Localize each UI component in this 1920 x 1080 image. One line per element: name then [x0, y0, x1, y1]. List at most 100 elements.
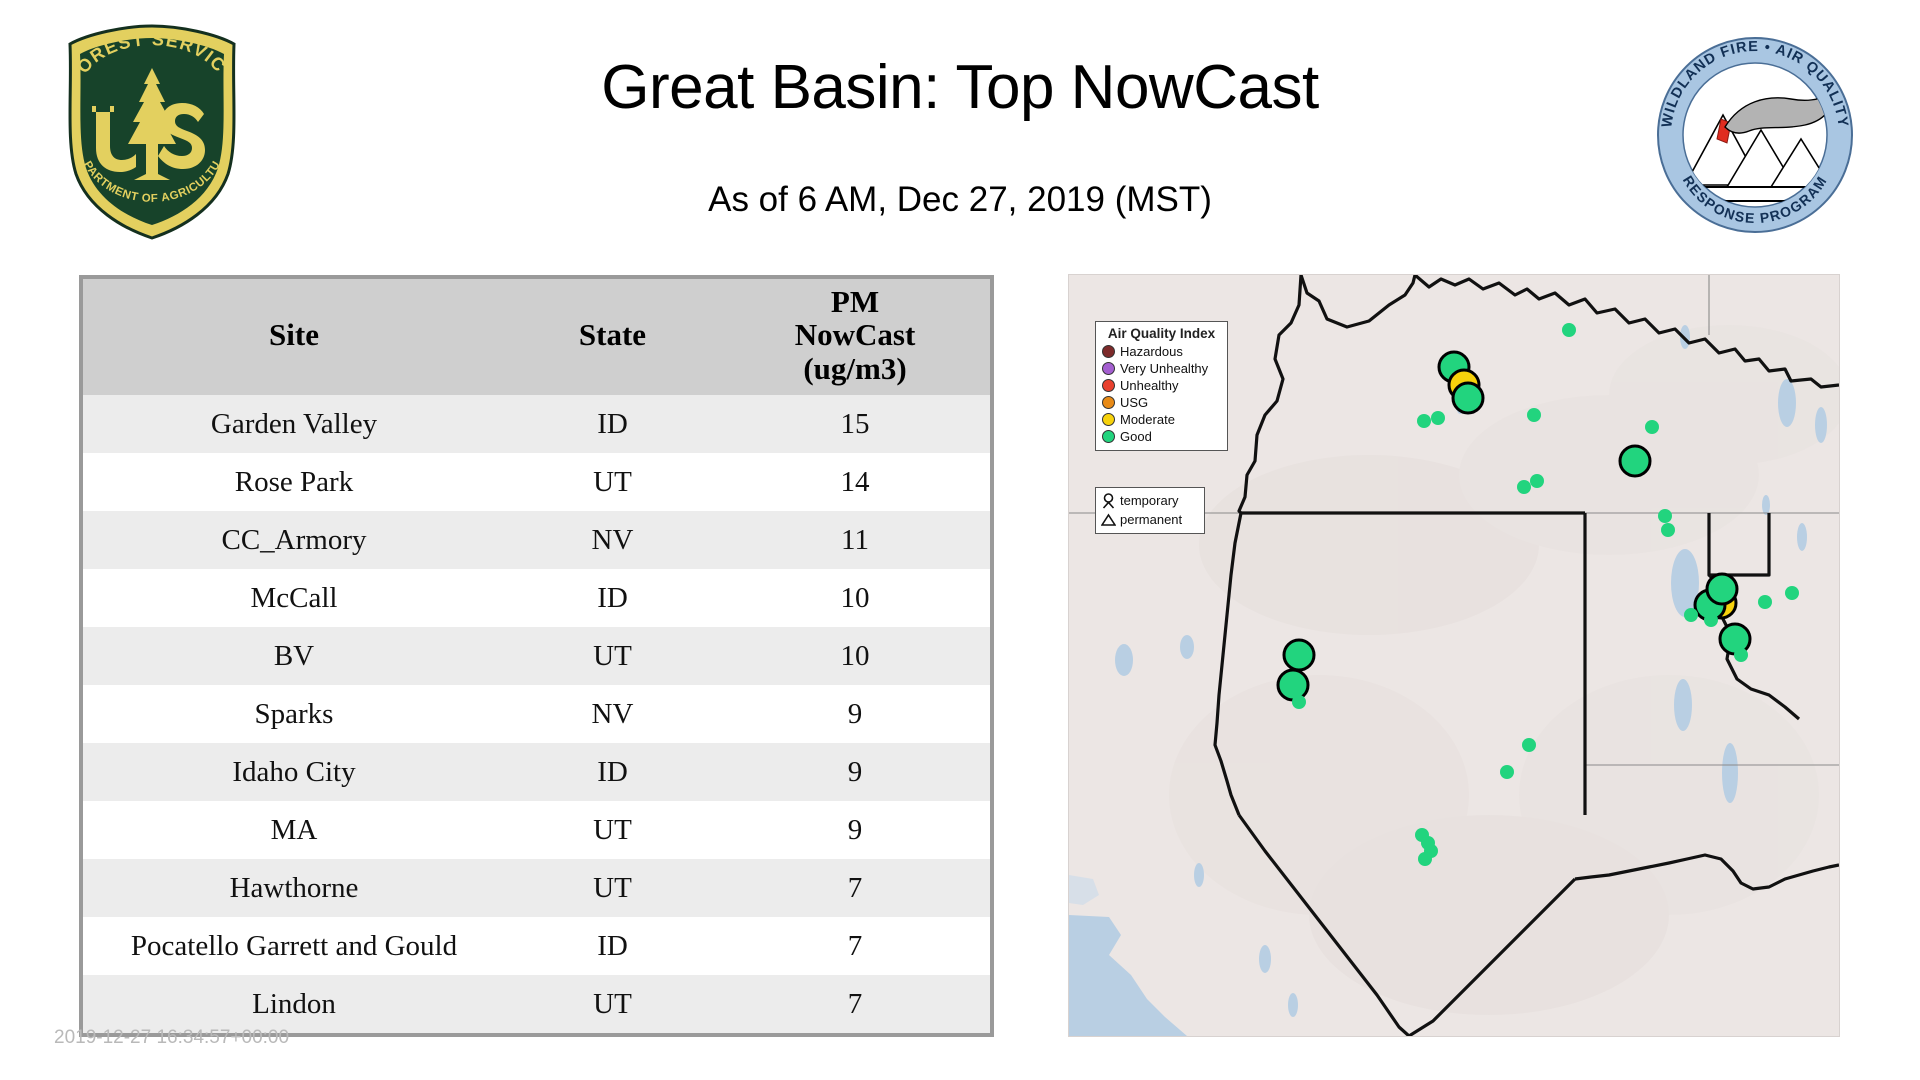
legend-label-permanent: permanent	[1120, 512, 1183, 527]
legend-label: Hazardous	[1120, 344, 1183, 359]
map-canvas	[1069, 275, 1839, 1036]
monitor-marker-minor-10[interactable]	[1684, 608, 1698, 622]
monitor-marker-idaho-city[interactable]	[1451, 381, 1485, 415]
monitor-marker-minor-11[interactable]	[1704, 613, 1718, 627]
air-quality-map[interactable]: Air Quality Index Hazardous Very Unhealth…	[1068, 274, 1840, 1037]
pm-header-line-2: NowCast	[794, 317, 916, 353]
cell-pm: 7	[720, 859, 990, 918]
legend-row-temporary: temporary	[1101, 491, 1199, 510]
table-body: Garden Valley ID 15 Rose Park UT 14 CC_Armory N…	[83, 395, 990, 1034]
legend-label-temporary: temporary	[1120, 493, 1179, 508]
legend-swatch-icon	[1102, 345, 1115, 358]
cell-pm: 9	[720, 801, 990, 860]
cell-site: BV	[83, 627, 505, 686]
monitor-marker-minor-21[interactable]	[1418, 852, 1432, 866]
monitor-marker-minor-9[interactable]	[1661, 523, 1675, 537]
cell-site: Sparks	[83, 685, 505, 744]
legend-swatch-icon	[1102, 379, 1115, 392]
monitor-marker-lindon[interactable]	[1718, 622, 1752, 656]
wfaqrp-logo: WILDLAND FIRE • AIR QUALITY RESPONSE PRO…	[1657, 37, 1853, 233]
column-header-site: Site	[83, 279, 505, 396]
monitor-marker-minor-4[interactable]	[1527, 408, 1541, 422]
monitor-marker-minor-6[interactable]	[1517, 480, 1531, 494]
legend-row-hazardous: Hazardous	[1102, 343, 1221, 360]
monitor-marker-minor-17[interactable]	[1500, 765, 1514, 779]
monitor-marker-minor-1[interactable]	[1562, 323, 1576, 337]
cell-site: Pocatello Garrett and Gould	[83, 917, 505, 976]
monitor-marker-minor-12[interactable]	[1734, 648, 1748, 662]
monitor-marker-pocatello[interactable]	[1618, 444, 1652, 478]
legend-row-unhealthy: Unhealthy	[1102, 377, 1221, 394]
monitor-marker-minor-13[interactable]	[1758, 595, 1772, 609]
state-boundaries	[1213, 275, 1839, 1036]
top-nowcast-table-container: Site State PM NowCast (ug/m3) Garden Val…	[79, 275, 994, 1038]
cell-state: UT	[505, 975, 720, 1034]
monitor-marker-minor-7[interactable]	[1530, 474, 1544, 488]
monitor-marker-minor-14[interactable]	[1785, 586, 1799, 600]
forest-service-logo: FOREST SERVICE DEPARTMENT OF AGRICULTURE	[52, 22, 236, 240]
table-header-row: Site State PM NowCast (ug/m3)	[83, 279, 990, 396]
cell-state: UT	[505, 801, 720, 860]
pm-header-line-3: (ug/m3)	[803, 350, 907, 386]
legend-row-moderate: Moderate	[1102, 411, 1221, 428]
cell-state: ID	[505, 743, 720, 802]
cell-state: ID	[505, 395, 720, 454]
table-row: Pocatello Garrett and Gould ID 7	[83, 917, 990, 976]
pm-header-line-1: PM	[830, 284, 880, 319]
column-header-state: State	[505, 279, 720, 396]
table-row: Hawthorne UT 7	[83, 859, 990, 918]
table-row: Lindon UT 7	[83, 975, 990, 1034]
cell-state: NV	[505, 511, 720, 570]
monitor-marker-minor-16[interactable]	[1522, 738, 1536, 752]
legend-label: USG	[1120, 395, 1149, 410]
monitor-marker-layer	[1276, 323, 1799, 866]
cell-pm: 14	[720, 453, 990, 512]
monitor-marker-cc-armory[interactable]	[1282, 638, 1316, 672]
table-row: Rose Park UT 14	[83, 453, 990, 512]
cell-state: UT	[505, 859, 720, 918]
legend-row-good: Good	[1102, 428, 1221, 445]
legend-row-usg: USG	[1102, 394, 1221, 411]
cell-state: NV	[505, 685, 720, 744]
monitor-marker-ma[interactable]	[1705, 572, 1739, 606]
cell-pm: 7	[720, 917, 990, 976]
monitor-marker-minor-15[interactable]	[1292, 695, 1306, 709]
cell-state: ID	[505, 917, 720, 976]
monitor-type-legend: temporary permanent	[1095, 487, 1205, 534]
table-row: Sparks NV 9	[83, 685, 990, 744]
monitor-marker-sparks[interactable]	[1276, 668, 1310, 702]
legend-row-very-unhealthy: Very Unhealthy	[1102, 360, 1221, 377]
pacific-ocean	[1069, 915, 1187, 1036]
cell-state: UT	[505, 627, 720, 686]
table-row: CC_Armory NV 11	[83, 511, 990, 570]
legend-swatch-icon	[1102, 362, 1115, 375]
coastal-water	[1069, 875, 1099, 905]
table-row: McCall ID 10	[83, 569, 990, 628]
legend-swatch-icon	[1102, 430, 1115, 443]
cell-site: Lindon	[83, 975, 505, 1034]
cell-pm: 7	[720, 975, 990, 1034]
monitor-marker-minor-2[interactable]	[1417, 414, 1431, 428]
legend-label: Moderate	[1120, 412, 1175, 427]
column-header-pm-nowcast: PM NowCast (ug/m3)	[720, 279, 990, 396]
table-row: Idaho City ID 9	[83, 743, 990, 802]
cell-pm: 15	[720, 395, 990, 454]
triangle-glyph	[1101, 513, 1116, 527]
cell-pm: 10	[720, 627, 990, 686]
aqi-legend-title: Air Quality Index	[1107, 326, 1216, 341]
cell-site: McCall	[83, 569, 505, 628]
terrain-shading	[1169, 325, 1839, 1015]
table-row: Garden Valley ID 15	[83, 395, 990, 454]
cell-site: Rose Park	[83, 453, 505, 512]
cell-site: Idaho City	[83, 743, 505, 802]
legend-swatch-icon	[1102, 396, 1115, 409]
monitor-marker-minor-5[interactable]	[1645, 420, 1659, 434]
cell-site: Hawthorne	[83, 859, 505, 918]
cell-site: Garden Valley	[83, 395, 505, 454]
page-subtitle: As of 6 AM, Dec 27, 2019 (MST)	[708, 180, 1212, 219]
monitor-marker-minor-3[interactable]	[1431, 411, 1445, 425]
aqi-legend: Air Quality Index Hazardous Very Unhealth…	[1095, 321, 1228, 451]
page-title: Great Basin: Top NowCast	[601, 53, 1319, 122]
monitor-marker-minor-8[interactable]	[1658, 509, 1672, 523]
legend-label: Unhealthy	[1120, 378, 1179, 393]
